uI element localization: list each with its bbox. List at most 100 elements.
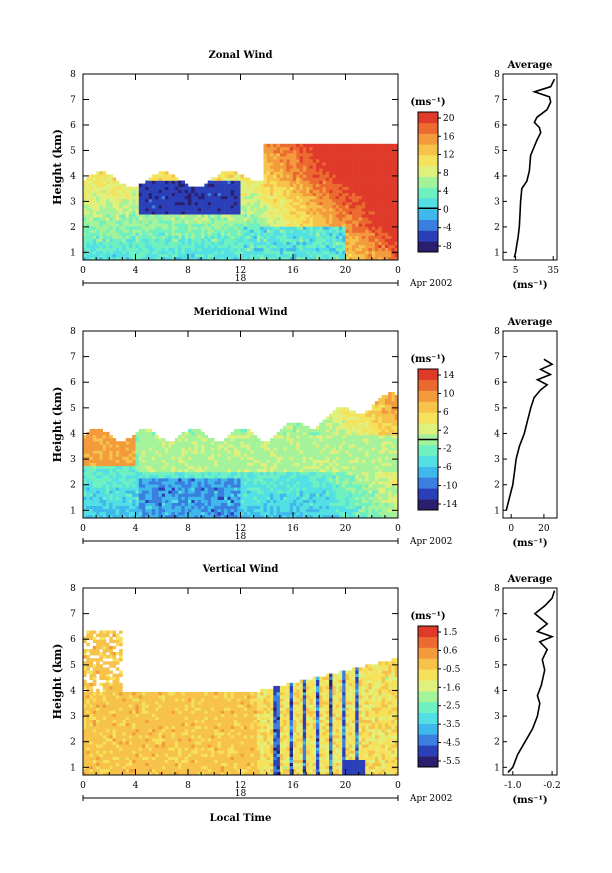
heat-cell [92,499,97,503]
heat-cell [145,493,149,497]
heat-cell [250,484,254,488]
heat-cell [276,247,281,252]
heat-cell [273,226,277,230]
heat-cell [237,435,241,439]
heat-cell [237,428,241,433]
heat-cell [358,229,363,233]
heat-cell [158,502,163,506]
heat-cell [270,250,274,255]
heat-cell [115,223,120,227]
heat-cell [106,465,110,470]
heat-cell [220,447,225,451]
heat-cell [201,235,205,239]
heat-cell [296,165,300,169]
heat-cell [293,475,297,479]
heat-cell [279,450,284,454]
heat-cell [178,468,182,473]
heat-cell [174,223,179,227]
heat-cell [92,229,97,233]
heat-cell [122,493,126,497]
heat-cell [378,156,382,160]
heat-cell [191,431,195,436]
heat-cell [302,214,307,218]
heat-cell [178,505,182,510]
heat-cell [227,232,231,236]
heat-cell [338,223,343,227]
heat-cell [230,431,235,436]
heat-cell [296,471,300,476]
heat-cell [361,241,366,246]
heat-cell [171,195,176,200]
heat-cell [299,499,304,503]
heat-cell [306,183,310,187]
heat-cell [283,256,287,261]
heat-cell [99,462,103,467]
heat-cell [220,450,225,454]
heat-cell [263,217,268,221]
heat-cell [214,186,218,190]
heat-cell [394,214,399,218]
heat-cell [161,508,166,513]
heat-cell [309,211,313,215]
heat-cell [112,177,117,181]
heat-cell [283,453,287,457]
heat-cell [89,244,94,249]
heat-cell [168,253,172,258]
heat-cell [312,156,317,160]
heat-cell [227,471,231,476]
heat-cell [132,471,136,476]
heat-cell [165,232,169,236]
heat-cell [237,431,241,436]
heat-cell [214,456,218,460]
heat-cell [142,508,146,513]
heat-cell [276,162,281,166]
heat-cell [378,244,382,249]
heat-cell [384,195,389,200]
heat-cell [243,177,248,181]
heat-cell [233,444,238,448]
heat-cell [322,214,327,218]
heat-cell [302,241,307,246]
heat-cell [168,235,172,239]
heat-cell [296,253,300,258]
heat-cell [352,162,356,166]
heat-cell [371,162,376,166]
heat-cell [388,156,392,160]
heat-cell [171,183,176,187]
heat-cell [371,171,376,175]
heat-cell [168,247,172,252]
heat-cell [388,149,392,154]
heat-cell [250,441,254,445]
heat-cell [266,159,271,163]
heat-cell [89,490,94,494]
heat-cell [286,425,290,430]
heat-cell [194,201,199,206]
heat-cell [207,235,212,239]
heat-cell [332,250,336,255]
heat-cell [227,189,231,194]
heat-cell [89,180,94,184]
heat-cell [296,475,300,479]
heat-cell [89,205,94,209]
heat-cell [384,153,389,157]
heat-cell [230,253,235,258]
heat-cell [168,256,172,261]
heat-cell [174,478,179,482]
heat-cell [148,493,153,497]
heat-cell [86,478,90,482]
heat-cell [201,201,205,206]
heat-cell [332,180,336,184]
heat-cell [122,465,126,470]
heat-cell [283,211,287,215]
heat-cell [296,186,300,190]
heat-cell [211,192,215,197]
heat-cell [92,428,97,433]
heat-cell [368,165,373,169]
heat-cell [273,247,277,252]
heat-cell [174,201,179,206]
heat-cell [338,195,343,200]
heat-cell [194,487,199,491]
heat-cell [286,149,290,154]
heat-cell [204,484,208,488]
heat-cell [174,508,179,513]
